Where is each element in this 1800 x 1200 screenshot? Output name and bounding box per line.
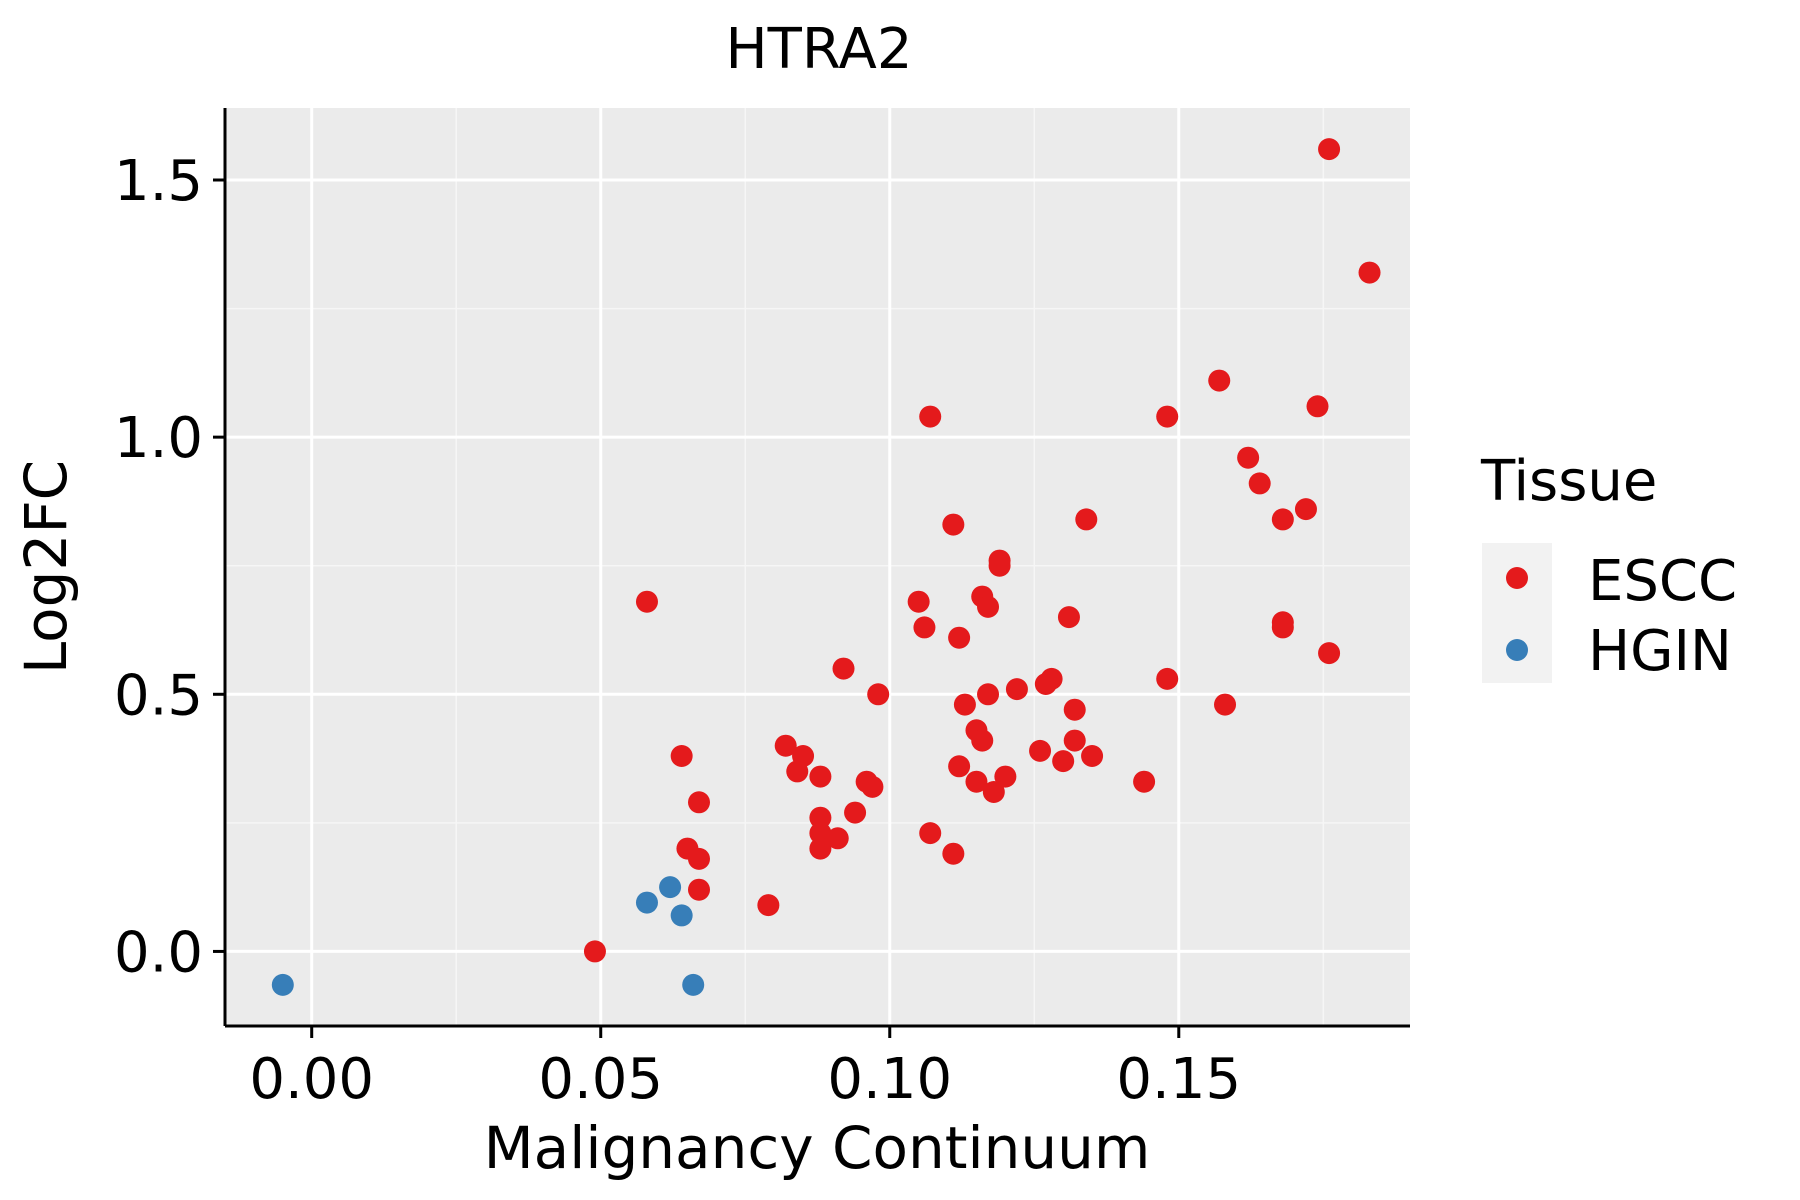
point-escc xyxy=(757,894,780,917)
point-escc xyxy=(809,837,832,860)
point-escc xyxy=(1237,446,1260,469)
y-axis-label: Log2FC xyxy=(12,460,80,674)
point-escc xyxy=(1318,642,1341,665)
point-escc xyxy=(1052,750,1075,773)
legend-key-escc xyxy=(1506,567,1528,589)
point-escc xyxy=(971,729,994,752)
point-escc xyxy=(1294,498,1317,521)
x-tick-label: 0.05 xyxy=(538,1047,663,1112)
y-tick-label: 0.5 xyxy=(114,663,203,728)
point-escc xyxy=(919,822,942,845)
point-escc xyxy=(1063,729,1086,752)
point-escc xyxy=(994,765,1017,788)
point-escc xyxy=(861,775,884,798)
point-escc xyxy=(1358,261,1381,284)
point-escc xyxy=(965,770,988,793)
plot-panel xyxy=(225,108,1410,1026)
point-escc xyxy=(1063,698,1086,721)
point-escc xyxy=(809,806,832,829)
point-escc xyxy=(919,405,942,428)
chart-title: HTRA2 xyxy=(726,17,913,82)
point-escc xyxy=(832,657,855,680)
point-escc xyxy=(1057,606,1080,629)
point-escc xyxy=(1081,745,1104,767)
point-escc xyxy=(977,683,1000,706)
point-escc xyxy=(786,760,809,783)
x-axis-ticks: 0.00 0.05 0.10 0.15 xyxy=(249,1026,1241,1112)
point-escc xyxy=(688,847,710,870)
grid-major-lines xyxy=(225,108,1410,1026)
x-tick-label: 0.10 xyxy=(827,1047,952,1112)
grid-minor-lines xyxy=(225,108,1410,1026)
point-hgin xyxy=(659,876,682,899)
point-escc xyxy=(988,554,1011,577)
point-escc xyxy=(948,626,971,649)
point-escc xyxy=(809,822,832,845)
legend-label-escc: ESCC xyxy=(1588,549,1737,614)
point-escc xyxy=(1306,395,1329,418)
point-escc xyxy=(1208,369,1231,392)
point-escc xyxy=(913,616,936,639)
data-points xyxy=(271,138,1381,996)
point-escc xyxy=(688,791,710,814)
point-escc xyxy=(1005,678,1028,701)
legend-label-hgin: HGIN xyxy=(1588,619,1732,684)
point-escc xyxy=(1029,739,1052,762)
point-hgin xyxy=(635,891,658,914)
point-escc xyxy=(953,693,976,716)
point-hgin xyxy=(682,973,705,996)
point-escc xyxy=(809,765,832,788)
point-escc xyxy=(1271,508,1294,531)
point-escc xyxy=(583,940,606,963)
y-tick-label: 1.0 xyxy=(114,406,203,471)
legend-key-hgin xyxy=(1506,639,1528,661)
point-escc xyxy=(982,781,1005,803)
point-escc xyxy=(942,842,965,865)
point-escc xyxy=(1156,667,1179,690)
point-escc xyxy=(844,801,867,824)
legend-title: Tissue xyxy=(1480,449,1657,514)
legend: Tissue ESCC HGIN xyxy=(1480,449,1737,684)
point-escc xyxy=(826,827,849,850)
point-escc xyxy=(1156,405,1179,428)
point-escc xyxy=(942,513,965,536)
point-escc xyxy=(1318,138,1341,161)
point-escc xyxy=(948,755,971,778)
point-escc xyxy=(1214,693,1237,716)
point-escc xyxy=(635,590,658,613)
x-axis-label: Malignancy Continuum xyxy=(484,1114,1151,1182)
point-escc xyxy=(670,745,693,767)
y-axis-ticks: 0.0 0.5 1.0 1.5 xyxy=(114,149,225,985)
point-escc xyxy=(774,734,797,757)
y-tick-label: 1.5 xyxy=(114,149,203,214)
point-hgin xyxy=(670,904,693,927)
point-escc xyxy=(1075,508,1098,531)
y-tick-label: 0.0 xyxy=(114,920,203,985)
point-escc xyxy=(1133,770,1156,793)
point-escc xyxy=(1271,616,1294,639)
point-escc xyxy=(867,683,890,706)
point-escc xyxy=(907,590,930,613)
x-tick-label: 0.00 xyxy=(249,1047,374,1112)
point-escc xyxy=(1248,472,1271,495)
point-hgin xyxy=(271,973,294,996)
x-tick-label: 0.15 xyxy=(1116,1047,1241,1112)
point-escc xyxy=(688,878,710,901)
point-escc xyxy=(977,595,1000,618)
point-escc xyxy=(1040,667,1063,690)
